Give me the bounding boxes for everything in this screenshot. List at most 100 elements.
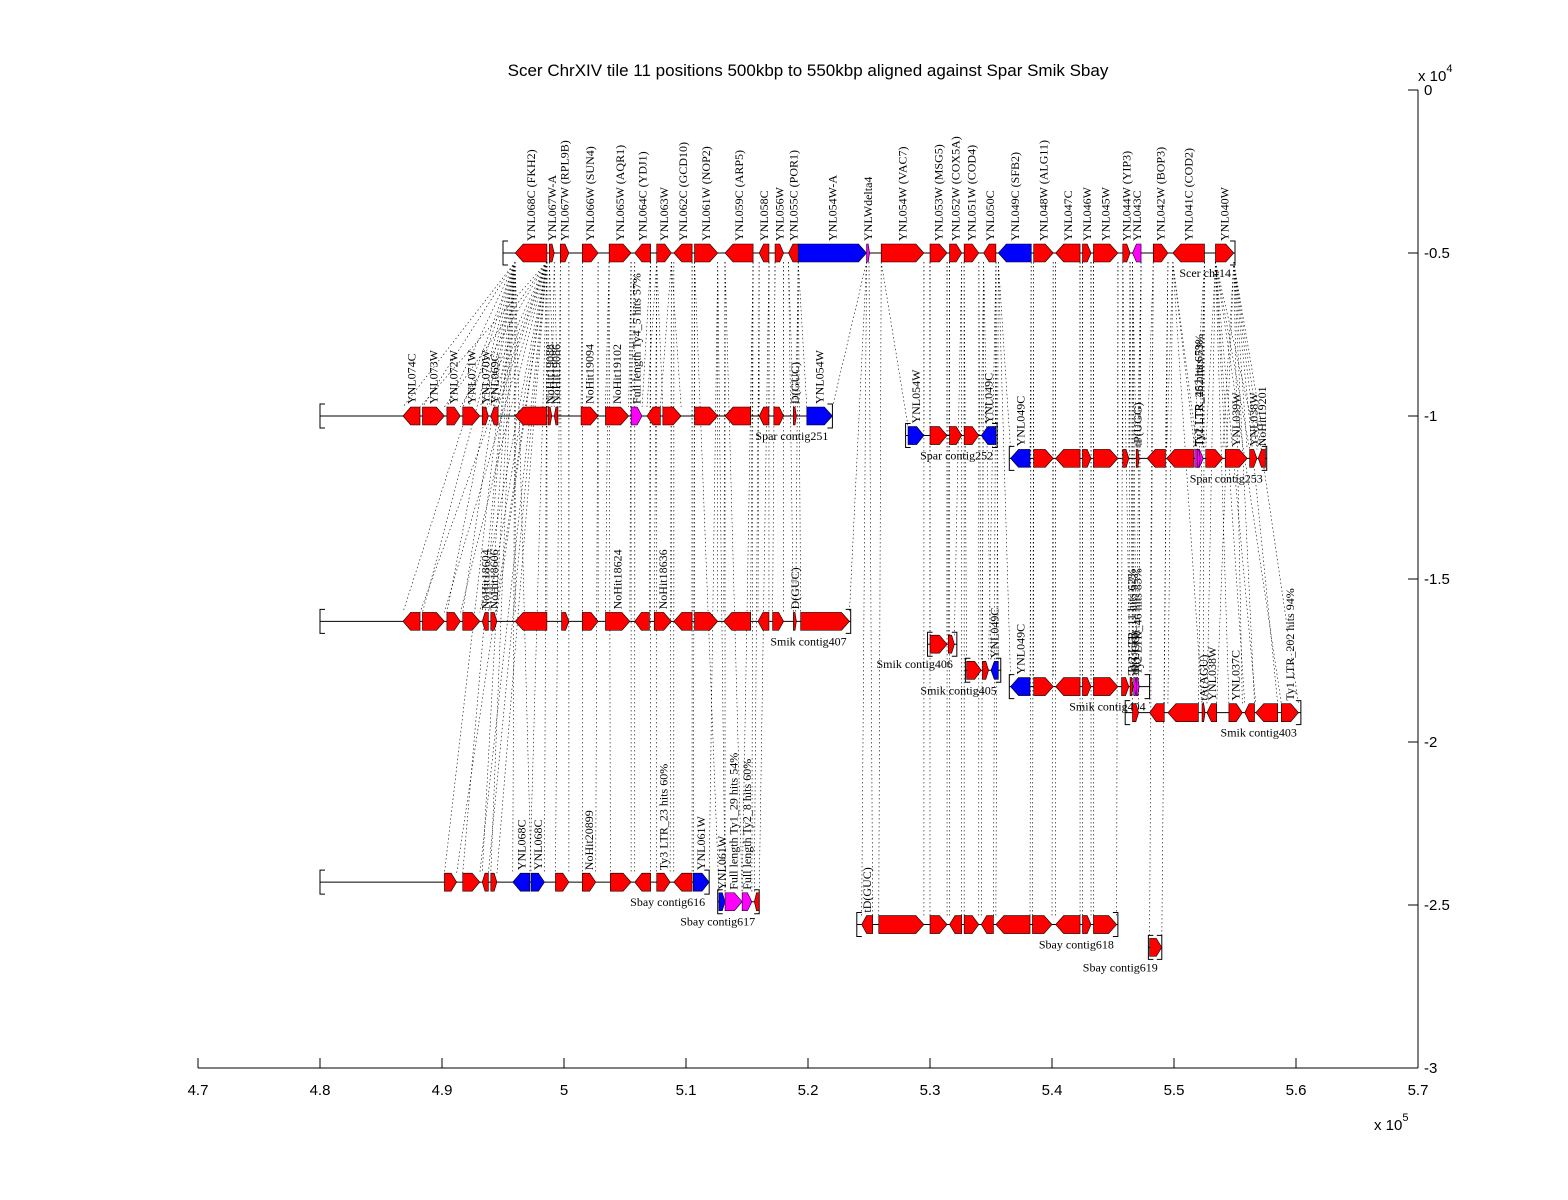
feature-arrow bbox=[481, 872, 489, 892]
track-spar-contig252: YNL054W YNL049C Spar contig252 bbox=[905, 369, 998, 463]
alignment-connector bbox=[868, 261, 873, 916]
feature-label: YNL062C (GCD10) bbox=[676, 142, 690, 241]
alignment-connector bbox=[481, 261, 516, 408]
feature-arrow bbox=[1149, 703, 1165, 722]
x-tick-label: 5.4 bbox=[1042, 1082, 1063, 1099]
feature-arrow bbox=[694, 612, 719, 631]
feature-arrow bbox=[929, 634, 948, 654]
alignment-connector bbox=[980, 261, 984, 427]
feature-arrow bbox=[949, 426, 963, 445]
alignment-connector bbox=[1172, 261, 1203, 704]
alignment-connector bbox=[878, 261, 882, 916]
alignment-connector bbox=[1135, 261, 1142, 678]
feature-full-length-ty1-29-hits-54 bbox=[724, 892, 743, 912]
feature-arrow bbox=[878, 915, 925, 934]
contig-start-bracket bbox=[319, 869, 325, 895]
x-tick-label: 5.1 bbox=[676, 1082, 697, 1099]
feature-label: YNL054W bbox=[813, 349, 827, 404]
x-axis: 4.7 4.8 4.9 5 5.1 5.2 5.3 5.4 5.5 5.6 5.7 bbox=[188, 1058, 1428, 1099]
feature-ynl068c bbox=[512, 872, 531, 892]
feature-ynl065w-aqr1 bbox=[608, 243, 632, 263]
alignment-connector bbox=[490, 261, 516, 613]
feature-arrow bbox=[1093, 915, 1118, 934]
contig-name: Smik contig405 bbox=[920, 683, 996, 697]
contig-start-bracket bbox=[905, 423, 911, 449]
x-tick-label: 4.7 bbox=[188, 1082, 209, 1099]
track-sbay-contig619: Sbay contig619 bbox=[1083, 934, 1163, 974]
alignment-connector bbox=[595, 261, 599, 874]
feature-label: YNL070W bbox=[478, 349, 492, 404]
alignment-connector bbox=[724, 261, 743, 893]
alignment-connector bbox=[693, 261, 695, 874]
feature-ynl047c bbox=[1055, 243, 1081, 263]
feature-label: YNL068C bbox=[514, 820, 528, 871]
x-tick-label: 4.9 bbox=[432, 1082, 453, 1099]
feature-arrow bbox=[1032, 915, 1053, 934]
feature-label: YNL069C bbox=[487, 353, 501, 404]
x-tick-label: 5.3 bbox=[920, 1082, 941, 1099]
feature-label: NoHit19088 bbox=[543, 344, 557, 404]
feature-label: YNL049C bbox=[982, 373, 996, 424]
feature-ynl056w bbox=[774, 243, 784, 263]
feature-label: YNL068C (FKH2) bbox=[524, 149, 538, 241]
alignment-connector bbox=[1132, 261, 1137, 678]
contig-name: Smik contig404 bbox=[1069, 700, 1145, 714]
feature-ynl061w bbox=[718, 892, 726, 912]
alignment-connector bbox=[1149, 261, 1154, 704]
contig-name: Spar contig252 bbox=[920, 449, 993, 463]
feature-ynl073w bbox=[422, 406, 445, 426]
feature-label: YNL072W bbox=[447, 349, 461, 404]
alignment-connector bbox=[456, 261, 548, 874]
feature-label: tA(AGU) bbox=[1197, 655, 1211, 701]
contig-end-bracket bbox=[992, 423, 998, 449]
feature-arrow bbox=[1167, 703, 1199, 722]
chart-title: Scer ChrXIV tile 11 positions 500kbp to … bbox=[508, 61, 1109, 80]
feature-label: YNL061W (NOP2) bbox=[699, 146, 713, 241]
alignment-connector bbox=[1233, 261, 1258, 450]
alignment-connector bbox=[741, 261, 754, 893]
feature-arrow bbox=[1055, 915, 1081, 934]
feature-arrow bbox=[980, 915, 994, 934]
feature-ynl063w bbox=[656, 243, 672, 263]
alignment-connector bbox=[402, 261, 516, 408]
feature-label: YNL049C (SFB2) bbox=[1008, 152, 1022, 241]
feature-ynl054w-vac7 bbox=[880, 243, 925, 263]
alignment-connector bbox=[983, 261, 992, 662]
feature-label: YNL056W bbox=[772, 186, 786, 241]
alignment-connector bbox=[1202, 261, 1205, 450]
alignment-connector bbox=[751, 261, 754, 893]
contig-end-bracket bbox=[1295, 700, 1302, 726]
contig-start-bracket bbox=[1147, 934, 1154, 960]
feature-label: YNL064C (YDJ1) bbox=[636, 151, 650, 241]
alignment-connector bbox=[758, 261, 770, 893]
feature-arrow bbox=[422, 612, 445, 631]
alignment-connector bbox=[1032, 261, 1034, 916]
y-tick-label: -2.5 bbox=[1424, 897, 1450, 914]
x-tick-label: 5.2 bbox=[798, 1082, 819, 1099]
alignment-connector bbox=[849, 261, 867, 613]
feature-arrow bbox=[1093, 677, 1119, 696]
feature-ynl048w-alg11 bbox=[1033, 243, 1054, 263]
feature-arrow bbox=[1255, 703, 1278, 722]
feature-ynl070w bbox=[481, 406, 489, 426]
contig-end-bracket bbox=[1261, 445, 1268, 471]
feature-ty1-ltr-202-hits-94 bbox=[1281, 703, 1299, 722]
feature-ynl052w-cox5a bbox=[949, 243, 963, 263]
alignment-connector bbox=[496, 261, 548, 613]
contig-end-bracket bbox=[995, 657, 1002, 683]
alignment-connector bbox=[490, 261, 516, 408]
feature-arrow bbox=[757, 612, 770, 631]
alignment-connector bbox=[669, 261, 672, 874]
feature-arrow bbox=[634, 612, 650, 631]
feature-label: YNL061W bbox=[694, 816, 708, 871]
feature-tp-ugg bbox=[1135, 449, 1140, 468]
y-tick-label: -1 bbox=[1424, 408, 1437, 425]
feature-label: YNL067W (RPL9B) bbox=[558, 140, 572, 241]
feature-ynl067w-rpl9b bbox=[560, 243, 570, 263]
alignment-connectors bbox=[402, 261, 1299, 939]
feature-ynl074c bbox=[402, 406, 421, 426]
feature-label: NoHit19086 bbox=[549, 344, 563, 404]
